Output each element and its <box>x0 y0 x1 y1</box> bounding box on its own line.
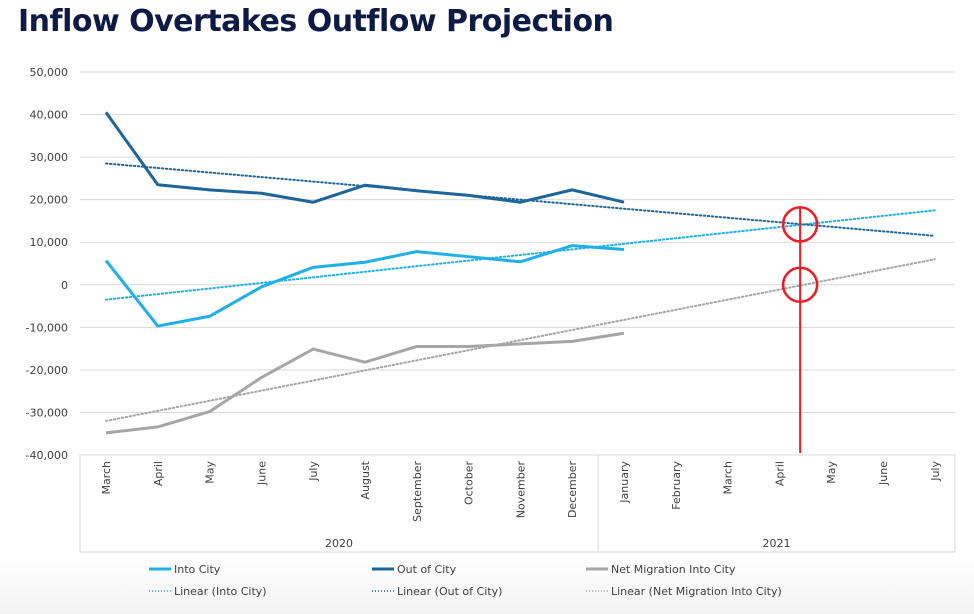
legend: Into City Out of City Net Migration Into C… <box>149 563 782 598</box>
legend-label: Out of City <box>397 563 457 576</box>
x-tick-label: March <box>100 461 113 495</box>
x-tick-label: December <box>566 461 579 519</box>
x-tick-label: June <box>877 461 890 486</box>
series-lines <box>104 111 625 435</box>
y-tick-label: -20,000 <box>26 364 68 377</box>
x-tick-label: September <box>411 461 424 522</box>
highlight-circle <box>781 266 819 304</box>
x-tick-label: January <box>618 461 631 504</box>
x-tick-label: April <box>152 461 165 486</box>
annotations <box>781 206 819 453</box>
x-tick-label: October <box>463 461 476 505</box>
y-tick-label: 30,000 <box>30 151 69 164</box>
x-tick-label: May <box>204 461 217 484</box>
series-line <box>104 111 625 204</box>
series-line <box>104 244 625 328</box>
x-tick-label: August <box>359 460 372 499</box>
trendline <box>105 209 936 301</box>
y-tick-label: 20,000 <box>30 194 69 207</box>
y-tick-label: -40,000 <box>26 449 68 462</box>
x-axis: March April May June July August September Octo… <box>79 454 956 553</box>
y-tick-label: 40,000 <box>30 109 69 122</box>
y-tick-label: -10,000 <box>26 321 68 334</box>
x-tick-label: November <box>514 461 527 519</box>
trendline <box>105 162 936 237</box>
legend-background <box>0 555 974 614</box>
y-tick-label: -30,000 <box>26 406 68 419</box>
x-tick-label: March <box>722 461 735 495</box>
x-tick-label: June <box>255 461 268 486</box>
legend-label: Net Migration Into City <box>611 563 736 576</box>
x-tick-label: April <box>773 461 786 486</box>
legend-label: Into City <box>174 563 221 576</box>
x-tick-label: February <box>670 461 683 510</box>
trendline <box>105 258 936 422</box>
legend-label: Linear (Net Migration Into City) <box>611 585 782 598</box>
legend-label: Linear (Out of City) <box>397 585 502 598</box>
x-tick-label: July <box>307 461 320 482</box>
year-group-label: 2020 <box>325 537 353 550</box>
gridlines <box>80 71 955 456</box>
highlight-circle <box>781 206 819 243</box>
x-tick-label: July <box>929 461 942 482</box>
chart-title: Inflow Overtakes Outflow Projection <box>18 4 614 39</box>
y-axis-tick-labels: 50,000 40,000 30,000 20,000 10,000 0 -10,000 -2… <box>26 66 68 462</box>
y-tick-label: 10,000 <box>30 236 69 249</box>
legend-label: Linear (Into City) <box>174 585 267 598</box>
series-line <box>105 331 625 435</box>
year-group-label: 2021 <box>763 537 791 550</box>
x-tick-label: May <box>825 461 838 484</box>
y-tick-label: 50,000 <box>30 66 69 79</box>
y-tick-label: 0 <box>61 279 68 292</box>
trendlines <box>105 162 936 422</box>
